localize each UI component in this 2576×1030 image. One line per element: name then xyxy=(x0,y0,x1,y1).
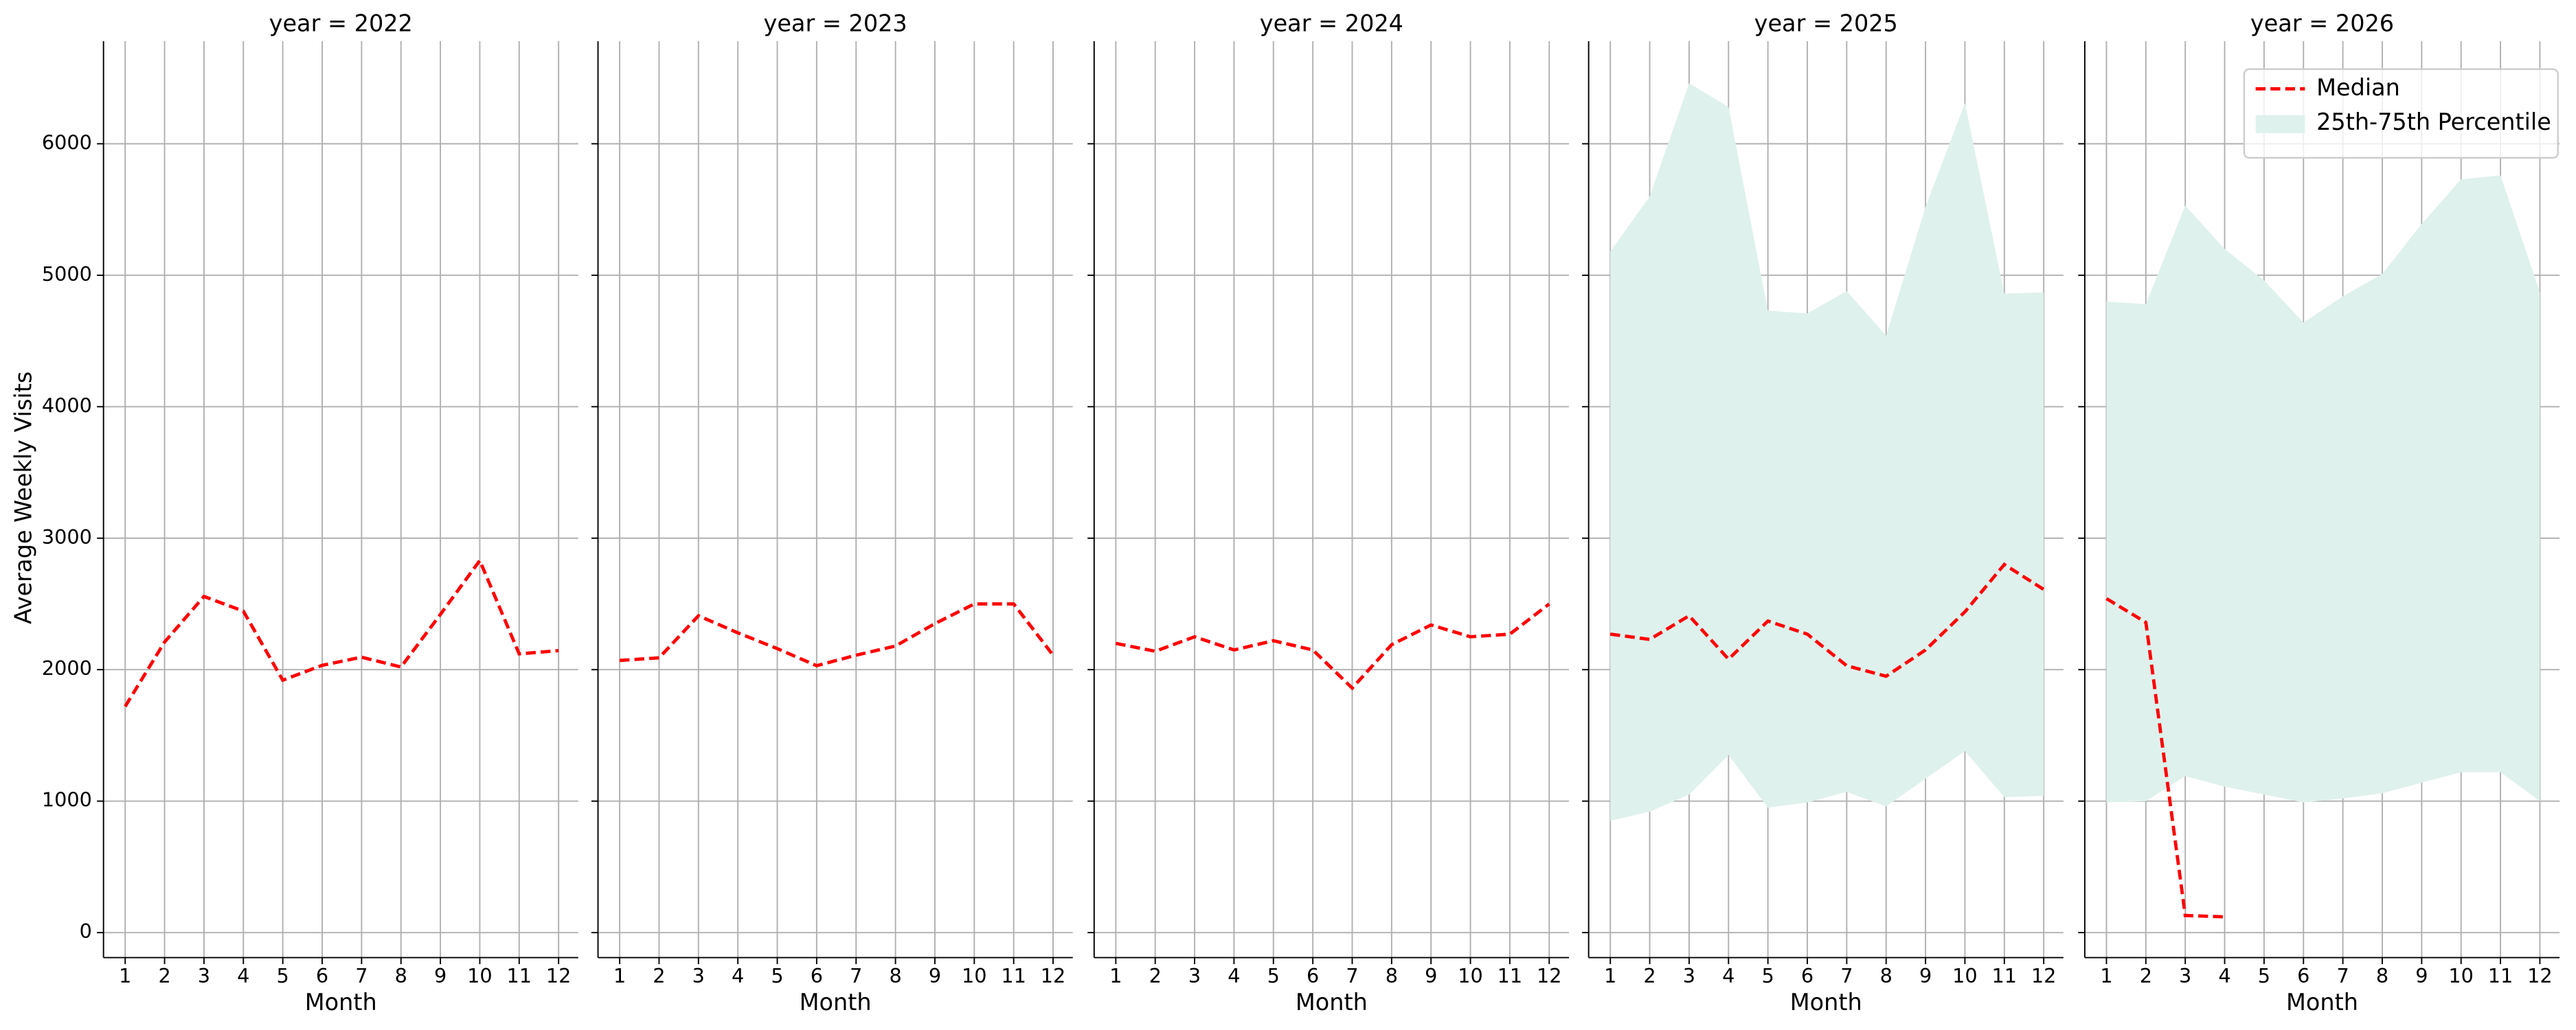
x-tick-label: 2 xyxy=(1149,964,1162,987)
x-tick-label: 8 xyxy=(889,964,901,987)
x-tick-label: 3 xyxy=(1683,964,1695,987)
panel-title: year = 2025 xyxy=(1754,10,1898,37)
panel-title: year = 2023 xyxy=(764,10,907,37)
x-tick-label: 7 xyxy=(1840,964,1853,987)
x-tick-label: 11 xyxy=(1498,964,1523,987)
x-tick-label: 9 xyxy=(1425,964,1437,987)
x-axis-label: Month xyxy=(305,989,377,1016)
x-tick-label: 4 xyxy=(1722,964,1735,987)
x-tick-label: 4 xyxy=(237,964,249,987)
y-tick-label: 3000 xyxy=(42,525,92,549)
y-tick-label: 0 xyxy=(80,919,92,943)
legend-box xyxy=(2243,68,2559,159)
x-tick-label: 12 xyxy=(1041,964,1066,987)
x-tick-label: 10 xyxy=(467,964,493,987)
x-tick-label: 1 xyxy=(2100,964,2112,987)
x-tick-label: 4 xyxy=(1228,964,1240,987)
x-tick-label: 6 xyxy=(1307,964,1319,987)
legend: Median 25th-75th Percentile xyxy=(2243,68,2559,159)
x-tick-label: 8 xyxy=(395,964,407,987)
x-tick-label: 5 xyxy=(1762,964,1774,987)
x-tick-label: 3 xyxy=(198,964,210,987)
x-axis-label: Month xyxy=(1296,989,1368,1016)
y-axis-label: Average Weekly Visits xyxy=(10,371,36,624)
x-tick-label: 10 xyxy=(1952,964,1978,987)
median-line xyxy=(124,557,559,708)
x-tick-label: 3 xyxy=(692,964,705,987)
percentile-band xyxy=(1610,83,2044,821)
x-tick-label: 7 xyxy=(355,964,368,987)
x-tick-label: 6 xyxy=(316,964,328,987)
y-tick-label: 4000 xyxy=(42,393,92,417)
x-axis-label: Month xyxy=(1790,989,1862,1016)
x-tick-label: 3 xyxy=(1188,964,1201,987)
x-tick-label: 3 xyxy=(2179,964,2191,987)
y-tick-label: 1000 xyxy=(42,788,92,812)
x-tick-label: 9 xyxy=(929,964,941,987)
median-line xyxy=(619,602,1054,668)
x-tick-label: 10 xyxy=(962,964,987,987)
percentile-band xyxy=(2106,175,2540,803)
x-tick-label: 2 xyxy=(1643,964,1656,987)
x-tick-label: 12 xyxy=(1537,964,1562,987)
x-tick-label: 5 xyxy=(277,964,289,987)
x-tick-label: 6 xyxy=(2297,964,2309,987)
panel-title: year = 2022 xyxy=(269,10,413,37)
x-tick-label: 5 xyxy=(2258,964,2270,987)
median-line xyxy=(1609,562,2045,678)
x-tick-label: 7 xyxy=(1346,964,1358,987)
x-tick-label: 4 xyxy=(2218,964,2230,987)
x-tick-label: 10 xyxy=(2448,964,2474,987)
median-line xyxy=(2105,597,2225,919)
y-tick-label: 2000 xyxy=(42,656,92,680)
x-tick-label: 8 xyxy=(1880,964,1893,987)
x-tick-label: 11 xyxy=(507,964,532,987)
legend-label: Median xyxy=(2316,74,2400,101)
legend-swatch xyxy=(2255,115,2305,133)
x-tick-label: 1 xyxy=(1109,964,1122,987)
y-tick-label: 6000 xyxy=(42,130,92,154)
x-tick-label: 12 xyxy=(546,964,572,987)
x-tick-label: 9 xyxy=(434,964,447,987)
x-tick-label: 11 xyxy=(2488,964,2513,987)
x-tick-label: 1 xyxy=(119,964,131,987)
x-tick-label: 8 xyxy=(2376,964,2388,987)
x-tick-label: 12 xyxy=(2031,964,2057,987)
x-tick-label: 2 xyxy=(158,964,170,987)
x-axis-label: Month xyxy=(800,989,872,1016)
x-tick-label: 8 xyxy=(1386,964,1398,987)
x-tick-label: 2 xyxy=(653,964,665,987)
legend-label: 25th-75th Percentile xyxy=(2316,108,2551,135)
x-tick-label: 1 xyxy=(1604,964,1616,987)
x-tick-label: 9 xyxy=(2415,964,2428,987)
x-tick-label: 6 xyxy=(1801,964,1814,987)
x-tick-label: 5 xyxy=(771,964,783,987)
median-line xyxy=(1115,602,1550,691)
x-tick-label: 1 xyxy=(613,964,626,987)
x-tick-label: 7 xyxy=(850,964,862,987)
x-axis-label: Month xyxy=(2286,989,2358,1016)
x-tick-label: 11 xyxy=(1001,964,1026,987)
y-tick-label: 5000 xyxy=(42,262,92,286)
x-tick-label: 2 xyxy=(2140,964,2152,987)
x-tick-label: 7 xyxy=(2336,964,2349,987)
x-tick-label: 10 xyxy=(1458,964,1483,987)
x-tick-label: 5 xyxy=(1267,964,1280,987)
panel-title: year = 2024 xyxy=(1260,10,1403,37)
x-tick-label: 6 xyxy=(811,964,823,987)
x-tick-label: 4 xyxy=(732,964,744,987)
x-tick-label: 9 xyxy=(1919,964,1932,987)
x-tick-label: 11 xyxy=(1992,964,2018,987)
x-tick-label: 12 xyxy=(2527,964,2553,987)
panel-title: year = 2026 xyxy=(2250,10,2394,37)
